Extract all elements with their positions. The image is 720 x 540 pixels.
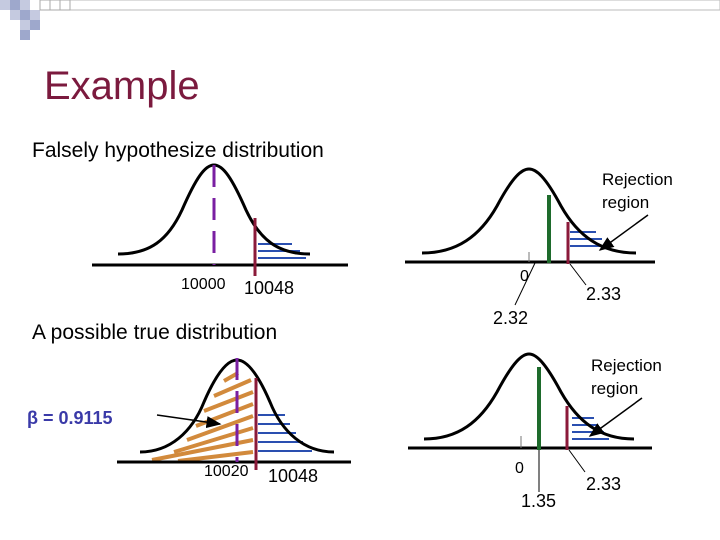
top-right-test-stat-label: 2.32 [493,308,529,328]
bottom-right-rejection-line2: region [591,379,639,398]
bottom-right-critical-label: 2.33 [586,474,622,494]
beta-arrow [156,414,222,429]
bottom-right-critical-pointer [568,449,586,473]
top-left-critical-label: 10048 [244,278,295,298]
top-right-zero-label: 0 [520,268,529,285]
top-right-rejection-arrow [598,214,649,251]
bottom-right-rejection-arrow [588,397,643,437]
top-right-rejection-line1: Rejection [602,170,673,189]
beta-label: β = 0.9115 [27,408,113,428]
top-right-rejection-line2: region [602,193,650,212]
top-right-rejection-label: Rejection region [602,168,673,214]
bottom-right-curve [423,352,635,441]
top-right-curve [421,167,637,255]
top-left-heading: Falsely hypothesize distribution [32,139,324,162]
top-right-critical-pointer [569,263,587,286]
bottom-left-mean-label: 10020 [204,463,249,480]
bottom-left-critical-label: 10048 [268,466,319,486]
top-left-hatch [258,243,306,259]
bottom-right-zero-label: 0 [515,460,524,477]
top-right-critical-label: 2.33 [586,284,622,304]
bottom-left-heading: A possible true distribution [32,321,278,344]
decorative-squares [0,0,720,40]
top-left-mean-label: 10000 [181,276,226,293]
bottom-right-rejection-label: Rejection region [591,354,662,400]
top-right-test-stat-pointer [514,262,536,306]
bottom-right-rejection-line1: Rejection [591,356,662,375]
page-title: Example [44,64,200,108]
bottom-right-test-stat-label: 1.35 [521,491,557,511]
